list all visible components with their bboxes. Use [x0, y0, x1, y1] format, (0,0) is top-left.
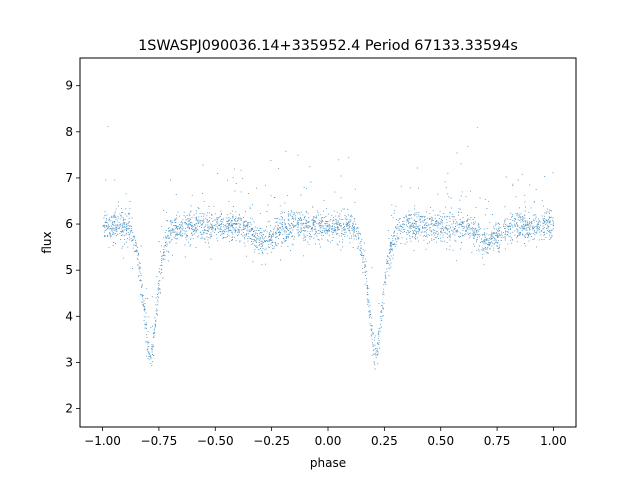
x-tick-label: 1.00: [540, 434, 567, 448]
chart-title: 1SWASPJ090036.14+335952.4 Period 67133.3…: [138, 38, 518, 54]
y-tick-label: 5: [65, 263, 73, 277]
y-tick-label: 6: [65, 217, 73, 231]
x-tick-label: 0.00: [315, 434, 342, 448]
x-tick-label: 0.75: [484, 434, 511, 448]
scatter-points: [102, 126, 555, 370]
y-tick-label: 4: [65, 309, 73, 323]
x-axis: −1.00 −0.75 −0.50 −0.25 0.00 0.25 0.50 0.75 1.00: [84, 427, 567, 448]
x-axis-label: phase: [310, 456, 346, 470]
x-tick-label: 0.50: [427, 434, 454, 448]
y-tick-label: 3: [65, 355, 73, 369]
y-axis: 2 3 4 5 6 7 8 9: [65, 79, 80, 416]
x-tick-label: −1.00: [84, 434, 121, 448]
x-tick-label: −0.25: [253, 434, 290, 448]
y-tick-label: 8: [65, 125, 73, 139]
data-points: [102, 126, 555, 370]
x-tick-label: −0.50: [197, 434, 234, 448]
y-tick-label: 2: [65, 402, 73, 416]
x-tick-label: −0.75: [141, 434, 178, 448]
x-tick-label: 0.25: [371, 434, 398, 448]
y-axis-label: flux: [40, 231, 54, 253]
y-tick-label: 9: [65, 79, 73, 93]
y-tick-label: 7: [65, 171, 73, 185]
